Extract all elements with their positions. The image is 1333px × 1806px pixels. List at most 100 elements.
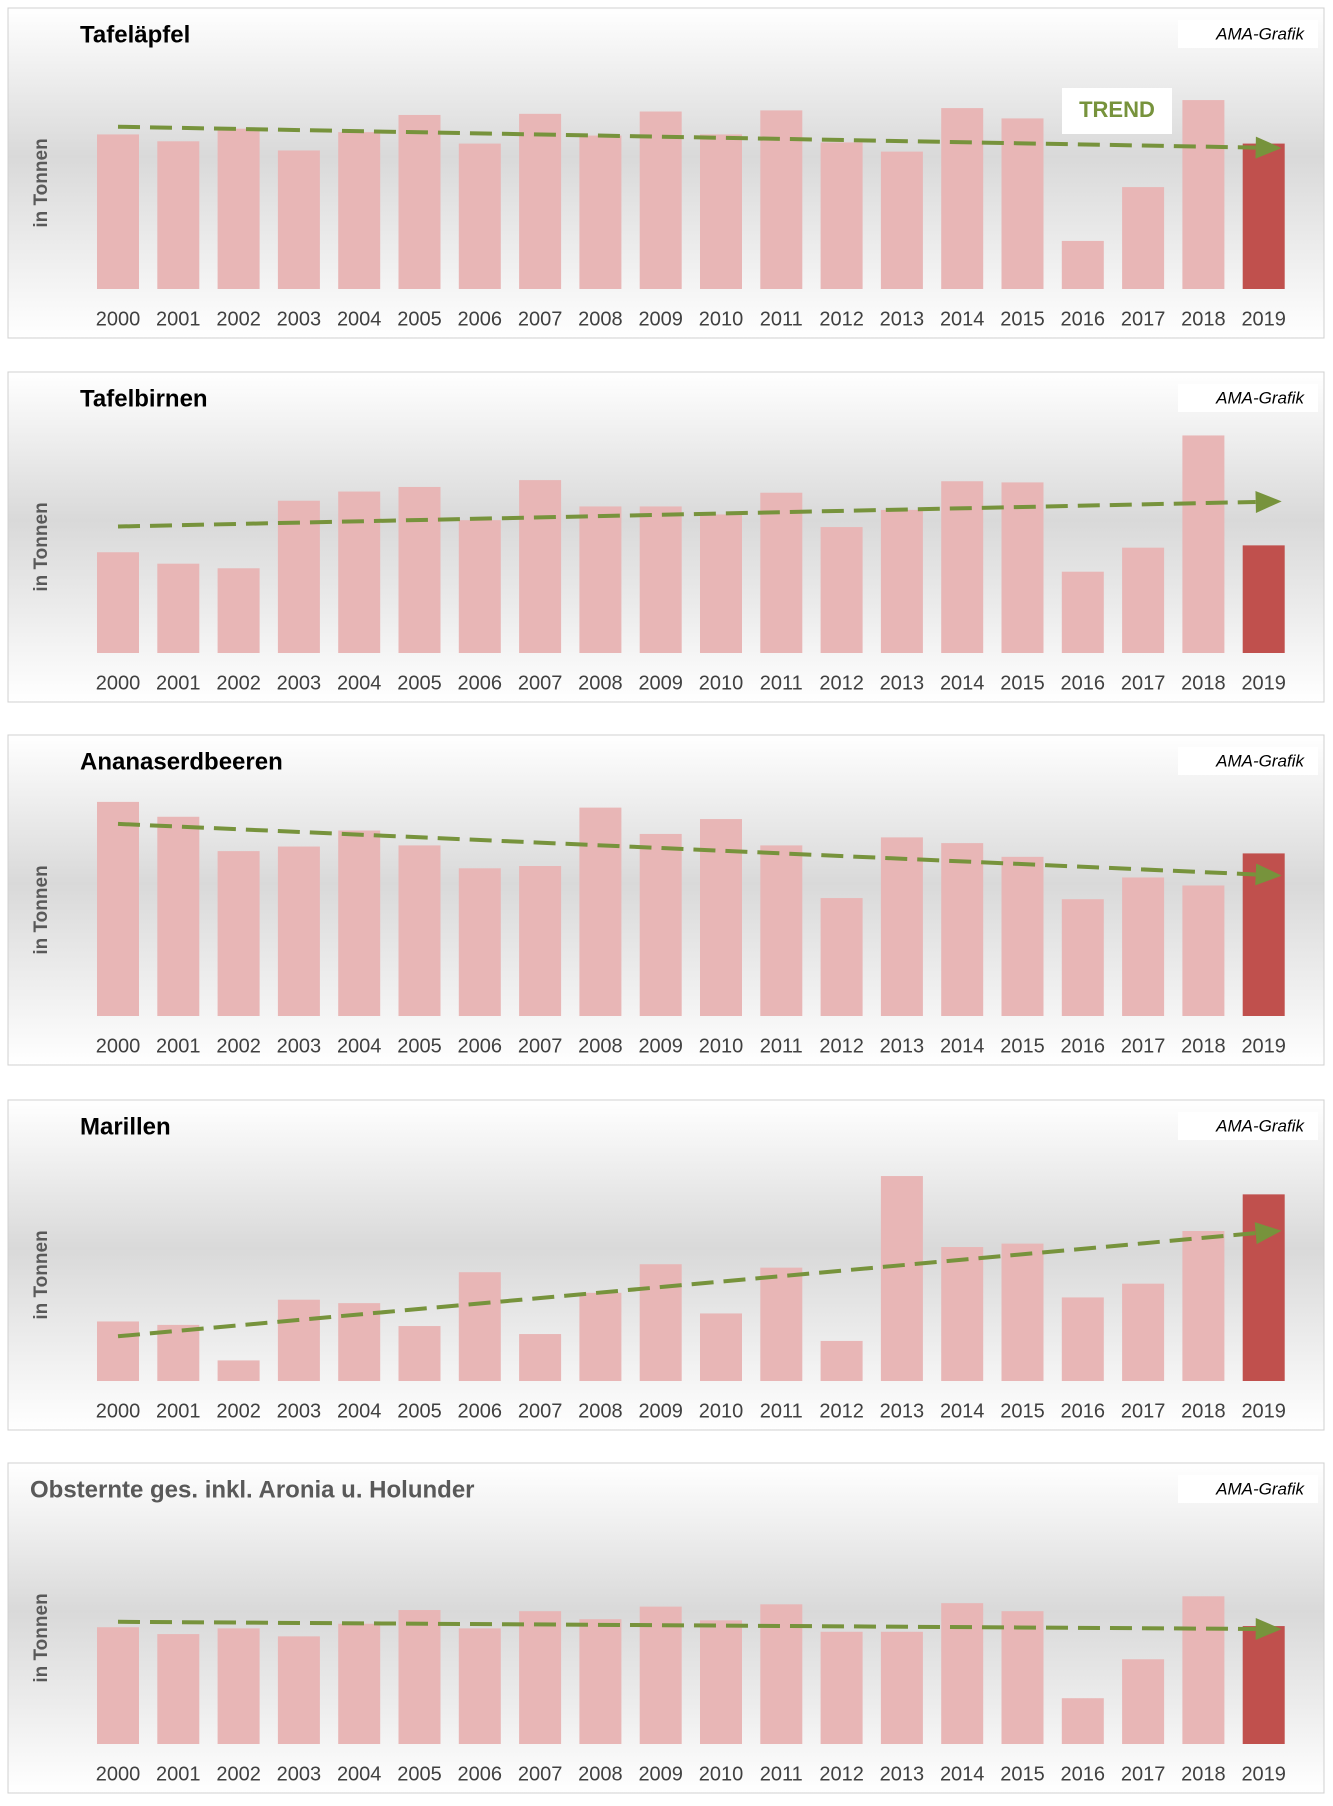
bar bbox=[639, 1264, 682, 1381]
bar bbox=[820, 527, 863, 653]
bar bbox=[277, 1636, 320, 1744]
bar bbox=[639, 506, 682, 653]
x-tick-label: 2019 bbox=[1241, 1035, 1286, 1057]
x-tick-label: 2016 bbox=[1061, 1763, 1106, 1785]
bar bbox=[1001, 118, 1044, 290]
x-tick-label: 2018 bbox=[1181, 672, 1226, 694]
bar bbox=[157, 816, 200, 1016]
x-tick-label: 2012 bbox=[819, 1763, 864, 1785]
x-tick-label: 2013 bbox=[880, 672, 925, 694]
bar bbox=[1182, 100, 1225, 289]
x-tick-label: 2010 bbox=[699, 308, 744, 330]
bar bbox=[880, 151, 923, 289]
bar bbox=[1182, 885, 1225, 1016]
bar bbox=[458, 143, 501, 289]
x-tick-label: 2019 bbox=[1241, 672, 1286, 694]
x-tick-label: 2003 bbox=[277, 1400, 322, 1422]
bar bbox=[157, 563, 200, 653]
bar bbox=[579, 506, 622, 653]
bar bbox=[217, 1360, 260, 1381]
x-tick-label: 2017 bbox=[1121, 672, 1166, 694]
bar bbox=[1242, 143, 1285, 289]
x-tick-label: 2019 bbox=[1241, 1400, 1286, 1422]
x-tick-label: 2009 bbox=[638, 1035, 683, 1057]
bar bbox=[458, 520, 501, 653]
x-tick-label: 2000 bbox=[96, 1400, 141, 1422]
x-tick-label: 2016 bbox=[1061, 1400, 1106, 1422]
chart-title: Obsternte ges. inkl. Aronia u. Holunder bbox=[30, 1476, 475, 1503]
source-box bbox=[1178, 747, 1318, 775]
source-box bbox=[1178, 1475, 1318, 1503]
bar bbox=[519, 1334, 562, 1381]
x-tick-label: 2012 bbox=[819, 672, 864, 694]
bar bbox=[277, 500, 320, 653]
bar bbox=[277, 846, 320, 1016]
bar bbox=[700, 1620, 742, 1744]
bar bbox=[398, 845, 441, 1016]
trend-line bbox=[117, 499, 1256, 529]
x-tick-label: 2012 bbox=[819, 1400, 864, 1422]
x-tick-label: 2007 bbox=[518, 1763, 563, 1785]
bar bbox=[639, 1606, 682, 1744]
x-tick-label: 2017 bbox=[1121, 1035, 1166, 1057]
x-tick-label: 2014 bbox=[940, 1400, 985, 1422]
bar bbox=[398, 1610, 441, 1744]
x-tick-label: 2001 bbox=[156, 308, 201, 330]
x-tick-label: 2002 bbox=[216, 1763, 261, 1785]
x-tick-label: 2011 bbox=[760, 1763, 803, 1785]
bar bbox=[217, 568, 260, 653]
bar bbox=[639, 833, 682, 1016]
bar bbox=[1061, 571, 1104, 653]
x-tick-label: 2019 bbox=[1241, 308, 1286, 330]
bar bbox=[1001, 1243, 1044, 1381]
x-tick-label: 2008 bbox=[578, 308, 623, 330]
bar bbox=[1122, 547, 1165, 653]
bar bbox=[880, 509, 923, 653]
bar bbox=[398, 1326, 441, 1381]
bar bbox=[820, 142, 863, 289]
bar bbox=[1122, 877, 1165, 1016]
annotation-box bbox=[1062, 88, 1172, 134]
trend-line bbox=[117, 1619, 1256, 1631]
bar bbox=[941, 1603, 984, 1744]
x-tick-label: 2012 bbox=[819, 1035, 864, 1057]
source: AMA-Grafik bbox=[1215, 1116, 1305, 1135]
x-tick-label: 2000 bbox=[96, 672, 141, 694]
bar bbox=[1061, 1698, 1104, 1744]
y-axis-label: in Tonnen bbox=[31, 1593, 52, 1682]
bar bbox=[700, 1313, 742, 1381]
x-tick-label: 2016 bbox=[1061, 308, 1106, 330]
bar bbox=[579, 1619, 622, 1744]
trend-arrowhead bbox=[1255, 136, 1282, 159]
x-tick-label: 2014 bbox=[940, 1763, 985, 1785]
bar bbox=[338, 132, 381, 289]
source-box bbox=[1178, 20, 1318, 48]
bar bbox=[1061, 1297, 1104, 1381]
source: AMA-Grafik bbox=[1215, 751, 1305, 770]
trend-arrowhead bbox=[1255, 490, 1282, 513]
bar bbox=[1182, 435, 1225, 653]
x-tick-label: 2000 bbox=[96, 1763, 141, 1785]
x-tick-label: 2009 bbox=[638, 1400, 683, 1422]
chart-panel: AMA-Grafik Tafeläpfel in Tonnen 2000 2001 200… bbox=[7, 7, 1325, 339]
trend-line bbox=[117, 124, 1256, 150]
trend-arrowhead bbox=[1254, 1222, 1282, 1245]
x-tick-label: 2001 bbox=[156, 672, 201, 694]
x-tick-label: 2015 bbox=[1000, 672, 1045, 694]
bar bbox=[579, 135, 622, 289]
chart-panel: AMA-Grafik Ananaserdbeeren in Tonnen 2000 20… bbox=[7, 734, 1325, 1066]
x-tick-label: 2002 bbox=[216, 672, 261, 694]
x-tick-label: 2007 bbox=[518, 308, 563, 330]
bar bbox=[97, 1627, 139, 1744]
x-tick-label: 2016 bbox=[1061, 1035, 1106, 1057]
bar bbox=[760, 492, 803, 653]
y-axis-label: in Tonnen bbox=[31, 138, 52, 227]
x-tick-label: 2013 bbox=[880, 1400, 925, 1422]
bar bbox=[1001, 482, 1044, 653]
chart-title: Tafelbirnen bbox=[80, 385, 208, 412]
x-tick-label: 2013 bbox=[880, 1035, 925, 1057]
bar bbox=[941, 1247, 984, 1381]
y-axis-label: in Tonnen bbox=[31, 865, 52, 954]
x-tick-label: 2011 bbox=[760, 672, 803, 694]
